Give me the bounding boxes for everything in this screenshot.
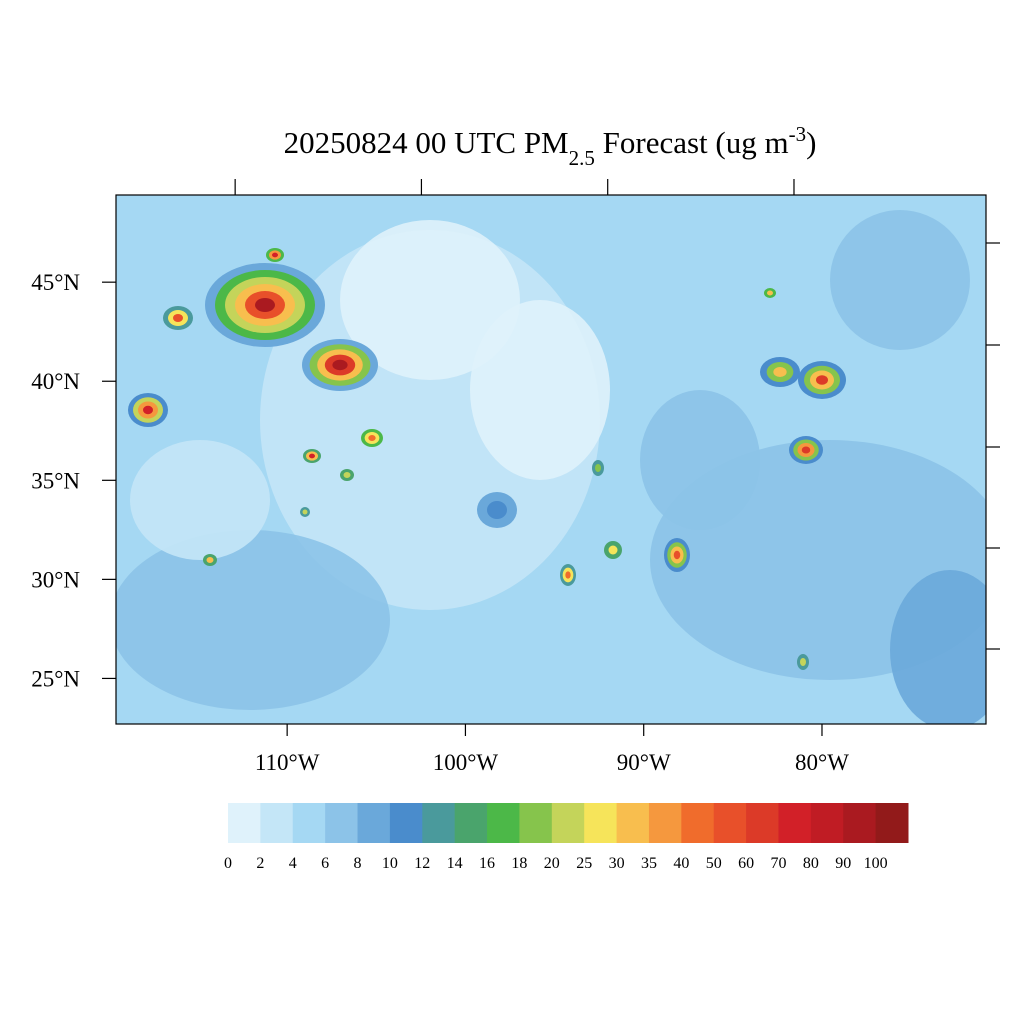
colorbar-box (422, 803, 456, 843)
colorbar-label: 8 (354, 855, 362, 872)
colorbar-label: 6 (321, 855, 329, 872)
plume (206, 557, 214, 563)
colorbar-box (454, 803, 488, 843)
field-patch (470, 300, 610, 480)
colorbar-label: 18 (511, 855, 527, 872)
plume (767, 290, 773, 296)
right-ticks (986, 242, 1000, 650)
colorbar-box (325, 803, 359, 843)
y-tick-label: 25°N (31, 666, 80, 691)
colorbar-box (746, 803, 779, 843)
colorbar-box (519, 803, 553, 843)
map-frame (115, 194, 987, 725)
colorbar-box (357, 803, 391, 843)
x-tick-label: 110°W (255, 750, 320, 775)
x-tick-label: 90°W (617, 750, 671, 775)
x-tick-label: 80°W (795, 750, 849, 775)
plume (487, 501, 507, 519)
field-patch (640, 390, 760, 530)
plume (272, 252, 278, 258)
plume (309, 453, 315, 459)
colorbar-label: 30 (609, 855, 625, 872)
colorbar-box (778, 803, 812, 843)
colorbar-label: 50 (706, 855, 722, 872)
colorbar-label: 25 (576, 855, 592, 872)
colorbar-box (843, 803, 877, 843)
colorbar-box (648, 803, 682, 843)
y-tick-label: 30°N (31, 567, 80, 592)
field-patch (890, 570, 986, 724)
field-patch (130, 440, 270, 560)
plume (332, 359, 348, 371)
y-tick-label: 35°N (31, 468, 80, 493)
map-title: 20250824 00 UTC PM2.5 Forecast (ug m-3) (284, 122, 817, 170)
colorbar-box (875, 803, 909, 843)
colorbar-box (228, 803, 261, 843)
colorbar-label: 20 (544, 855, 560, 872)
title-text: 20250824 00 UTC PM (284, 125, 569, 160)
colorbar-box (810, 803, 844, 843)
colorbar-label: 4 (289, 855, 297, 872)
plume (343, 472, 351, 478)
colorbar-label: 12 (414, 855, 430, 872)
plume (608, 545, 618, 555)
x-tick-label: 100°W (433, 750, 499, 775)
y-tick-label: 45°N (31, 270, 80, 295)
field-patch (830, 210, 970, 350)
plume (302, 509, 308, 515)
colorbar-label: 14 (447, 855, 463, 872)
colorbar-box (584, 803, 618, 843)
plume (673, 550, 681, 560)
title-superscript: -3 (789, 122, 807, 146)
colorbar-box (260, 803, 294, 843)
y-tick-label: 40°N (31, 369, 80, 394)
colorbar-label: 35 (641, 855, 657, 872)
colorbar-label: 0 (224, 855, 232, 872)
colorbar-label: 70 (770, 855, 786, 872)
plume (565, 571, 571, 579)
plume (816, 375, 828, 385)
title-text: Forecast (ug m (595, 125, 789, 160)
colorbar: 0 2 4 6 8 10 12 14 16 18 20 25 30 35 40 50 60 70 80 90 100 (224, 803, 909, 872)
colorbar-box (713, 803, 747, 843)
colorbar-box (389, 803, 423, 843)
axes: 110°W 100°W 90°W 80°W 45°N 40°N 35°N 30°N 25°N (31, 179, 849, 775)
plume (773, 367, 787, 377)
plume (368, 435, 376, 441)
plume (800, 658, 806, 666)
plume (255, 298, 275, 312)
colorbar-label: 40 (673, 855, 689, 872)
field-patch (116, 530, 390, 710)
colorbar-label: 90 (835, 855, 851, 872)
colorbar-box (292, 803, 326, 843)
plume (595, 464, 601, 472)
field-patch (340, 220, 520, 380)
colorbar-box (487, 803, 520, 843)
colorbar-box (616, 803, 650, 843)
colorbar-label: 2 (256, 855, 264, 872)
colorbar-label: 80 (803, 855, 819, 872)
colorbar-label: 100 (864, 855, 888, 872)
title-text: ) (806, 125, 816, 160)
colorbar-box (551, 803, 585, 843)
concentration-field (116, 195, 986, 724)
colorbar-label: 10 (382, 855, 398, 872)
plume (173, 314, 183, 322)
colorbar-label: 16 (479, 855, 495, 872)
colorbar-label: 60 (738, 855, 754, 872)
title-subscript: 2.5 (569, 146, 595, 170)
plume (143, 405, 153, 415)
colorbar-box (681, 803, 715, 843)
plume (801, 446, 811, 454)
